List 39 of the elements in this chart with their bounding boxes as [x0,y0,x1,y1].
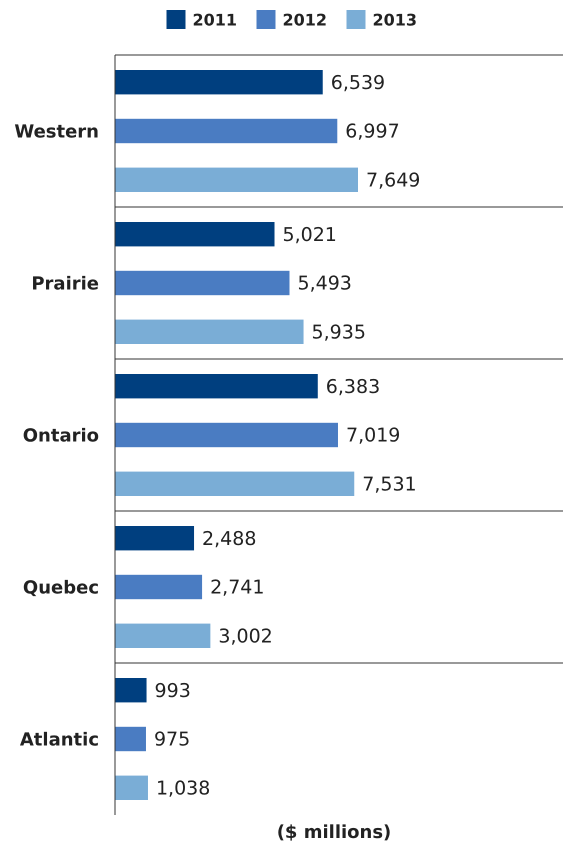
data-label: 5,935 [312,321,366,344]
y-tick-label: Atlantic [20,729,99,750]
legend-label: 2012 [282,10,328,30]
data-label: 7,019 [346,424,400,447]
data-label: 6,383 [326,376,380,398]
data-label: 6,997 [345,120,400,143]
data-label: 5,493 [298,272,352,295]
bar [115,168,358,192]
data-label: 3,002 [218,625,273,648]
legend-label: 2011 [192,10,238,30]
data-label: 7,649 [366,169,420,192]
bar [115,776,148,800]
bar [115,222,275,246]
y-tick-label: Western [14,121,99,142]
bar [115,678,147,702]
x-axis-title: ($ millions) [276,822,392,843]
bar [115,726,146,752]
bar [115,374,318,398]
bar [115,624,210,648]
y-tick-label: Prairie [31,273,99,294]
data-label: 993 [154,680,191,702]
bar [115,526,194,550]
data-label: 6,539 [330,72,386,94]
bar [115,70,323,94]
legend-label: 2013 [372,10,418,30]
bar [115,320,304,344]
y-tick-label: Ontario [22,425,99,446]
bar [115,118,338,144]
data-label: 7,531 [362,473,417,496]
bar [115,270,290,296]
data-label: 2,488 [202,528,256,550]
y-tick-label: Quebec [22,577,99,598]
data-label: 975 [154,728,190,751]
data-label: 2,741 [210,576,264,599]
bar [115,422,338,448]
data-label: 5,021 [282,224,337,246]
data-label: 1,038 [156,777,210,800]
bar [115,574,202,600]
bar [115,472,354,496]
